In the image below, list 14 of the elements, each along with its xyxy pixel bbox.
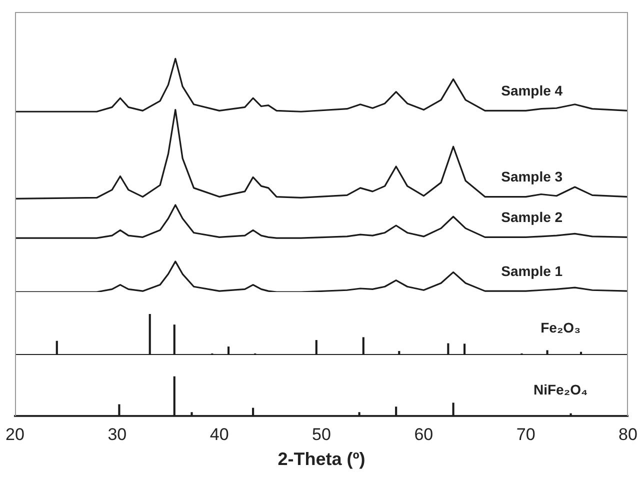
x-axis-title: 2-Theta (º) bbox=[278, 449, 366, 470]
series-label: Fe₂O₃ bbox=[540, 319, 581, 336]
series-label: Sample 3 bbox=[501, 168, 563, 185]
x-tick-label: 30 bbox=[108, 424, 127, 444]
x-tick-label: 40 bbox=[210, 424, 229, 444]
series-label: NiFe₂O₄ bbox=[534, 381, 588, 398]
x-tick-label: 70 bbox=[516, 424, 536, 444]
x-tick-label: 80 bbox=[618, 424, 638, 444]
series-label: Sample 1 bbox=[501, 262, 563, 279]
series-label: Sample 4 bbox=[501, 82, 563, 99]
x-tick-label: 60 bbox=[414, 424, 434, 444]
x-tick-label: 20 bbox=[6, 424, 24, 444]
x-tick-label: 50 bbox=[312, 424, 331, 444]
series-label: Sample 2 bbox=[501, 209, 563, 226]
